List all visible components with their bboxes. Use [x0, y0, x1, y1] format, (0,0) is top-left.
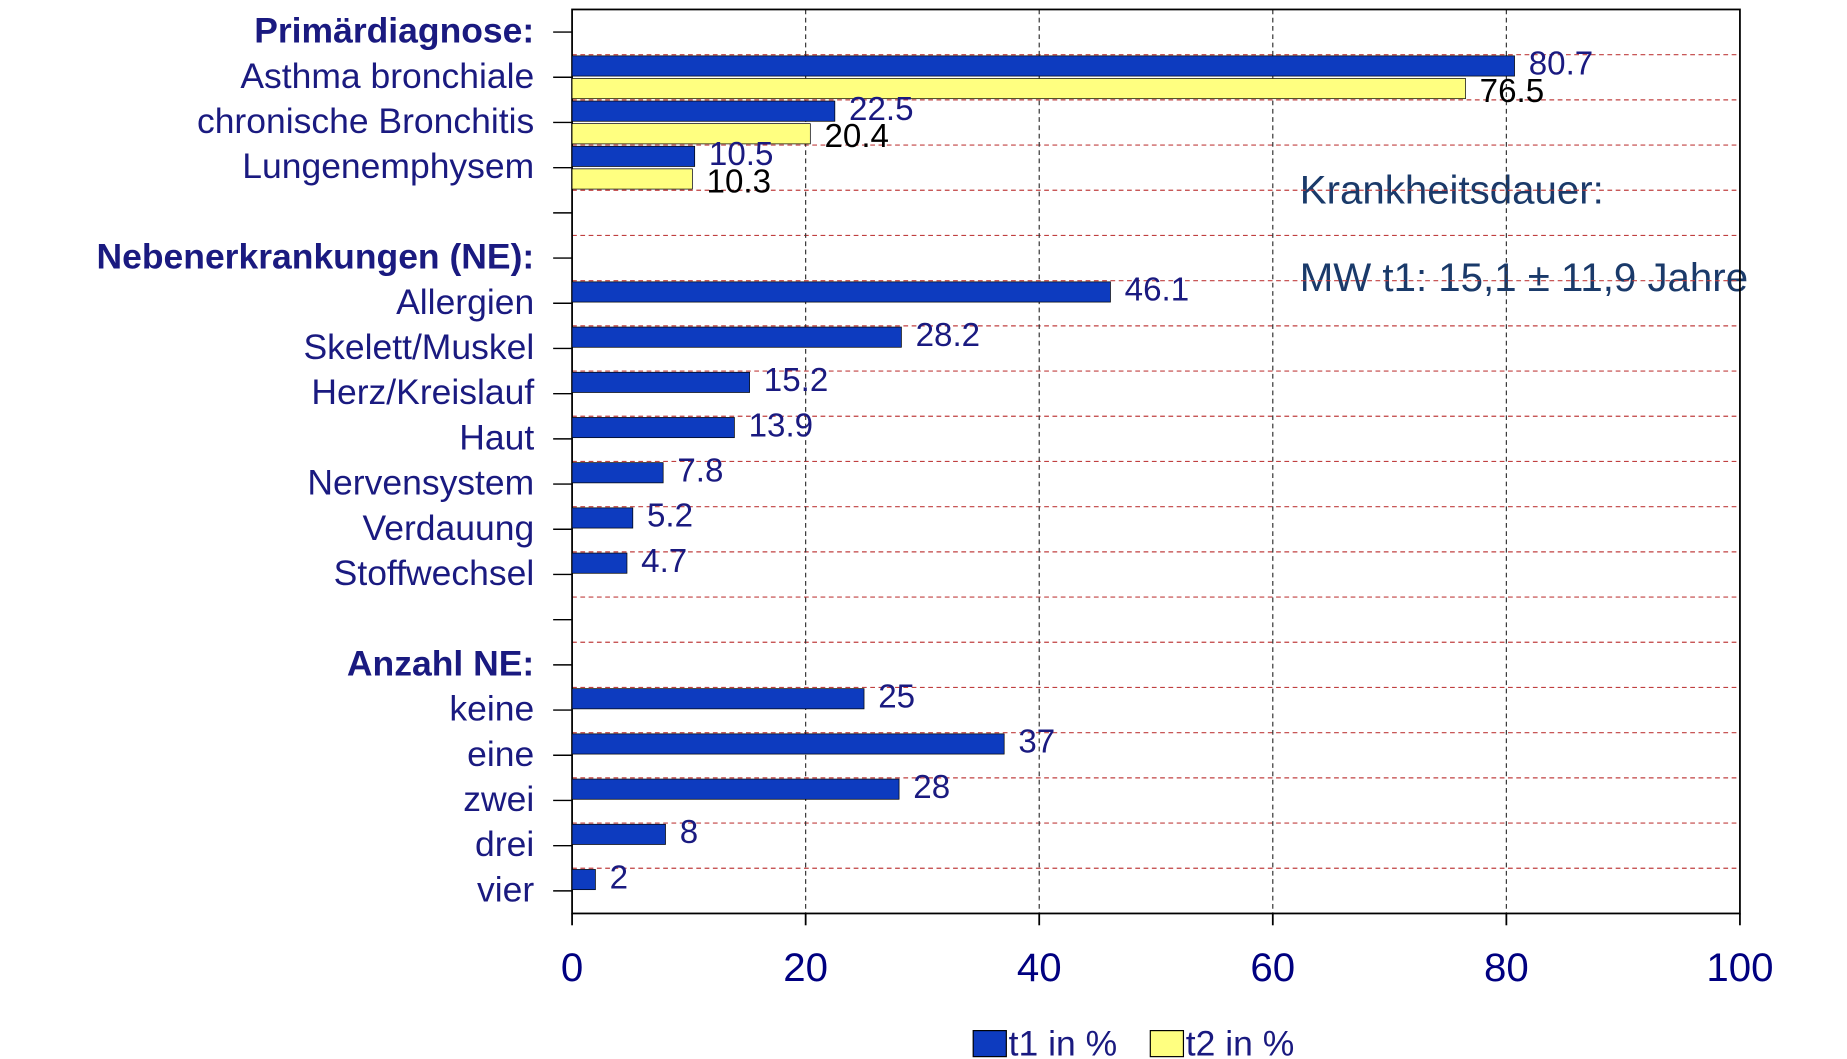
y-tick-label: Lungenemphysem [242, 146, 534, 186]
legend-label: t1 in % [1009, 1023, 1117, 1059]
data-label: 20.4 [825, 118, 889, 155]
data-label: 22.5 [849, 91, 913, 128]
x-tick-label: 0 [561, 945, 583, 990]
bar [571, 417, 735, 439]
data-label: 76.5 [1480, 73, 1544, 110]
data-label: 80.7 [1529, 46, 1593, 83]
y-tick-label: chronische Bronchitis [197, 101, 534, 141]
bar [571, 78, 1466, 100]
x-tick-label: 100 [1706, 945, 1773, 990]
y-tick-label: Verdauung [363, 508, 535, 548]
y-tick-label: Herz/Kreislauf [311, 372, 534, 412]
legend-swatch [972, 1030, 1007, 1058]
x-tick-label: 60 [1250, 945, 1295, 990]
y-tick-label: Stoffwechsel [334, 553, 535, 593]
x-tick-label: 20 [783, 945, 828, 990]
y-tick-label: Nebenerkrankungen (NE): [96, 237, 534, 277]
annotation: MW t1: 15,1 ± 11,9 Jahre [1300, 255, 1748, 300]
bar [571, 371, 750, 393]
bar [571, 281, 1111, 303]
data-label: 28 [913, 769, 950, 806]
y-tick-label: Skelett/Muskel [303, 327, 534, 367]
bar [571, 688, 865, 710]
data-label: 8 [680, 814, 698, 851]
data-label: 4.7 [641, 543, 687, 580]
y-tick-label: zwei [463, 779, 534, 819]
y-tick-label: keine [449, 689, 534, 729]
x-tick-label: 80 [1484, 945, 1529, 990]
x-tick-label: 40 [1017, 945, 1062, 990]
bar [571, 823, 666, 845]
y-tick-label: Nervensystem [307, 463, 534, 503]
data-label: 13.9 [749, 407, 813, 444]
bar [571, 869, 596, 891]
data-label: 5.2 [647, 498, 693, 535]
bar [571, 100, 836, 122]
bar [571, 462, 664, 484]
y-tick-label: vier [477, 869, 534, 909]
y-tick-label: Haut [459, 417, 534, 457]
data-label: 10.5 [709, 136, 773, 173]
data-label: 46.1 [1125, 272, 1189, 309]
data-label: 15.2 [764, 362, 828, 399]
bar [571, 507, 634, 529]
bar [571, 55, 1515, 77]
y-tick-label: Anzahl NE: [347, 643, 534, 683]
data-label: 25 [878, 679, 915, 716]
data-label: 7.8 [677, 453, 723, 490]
bar [571, 733, 1005, 755]
y-tick-label: Asthma bronchiale [240, 56, 534, 96]
data-label: 2 [610, 859, 628, 896]
bar [571, 123, 811, 145]
data-label: 10.3 [707, 163, 771, 200]
data-label: 37 [1018, 724, 1055, 761]
y-tick-label: drei [475, 824, 534, 864]
bar [571, 326, 902, 348]
bar [571, 145, 696, 167]
legend-swatch [1149, 1030, 1185, 1058]
data-label: 28.2 [916, 317, 980, 354]
y-tick-label: eine [467, 734, 534, 774]
bar [571, 552, 628, 574]
y-tick-label: Allergien [396, 282, 534, 322]
bar [571, 778, 900, 800]
plot-frame [571, 8, 1741, 915]
legend-label: t2 in % [1186, 1023, 1294, 1059]
bar [571, 168, 693, 190]
y-tick-label: Primärdiagnose: [254, 11, 534, 51]
